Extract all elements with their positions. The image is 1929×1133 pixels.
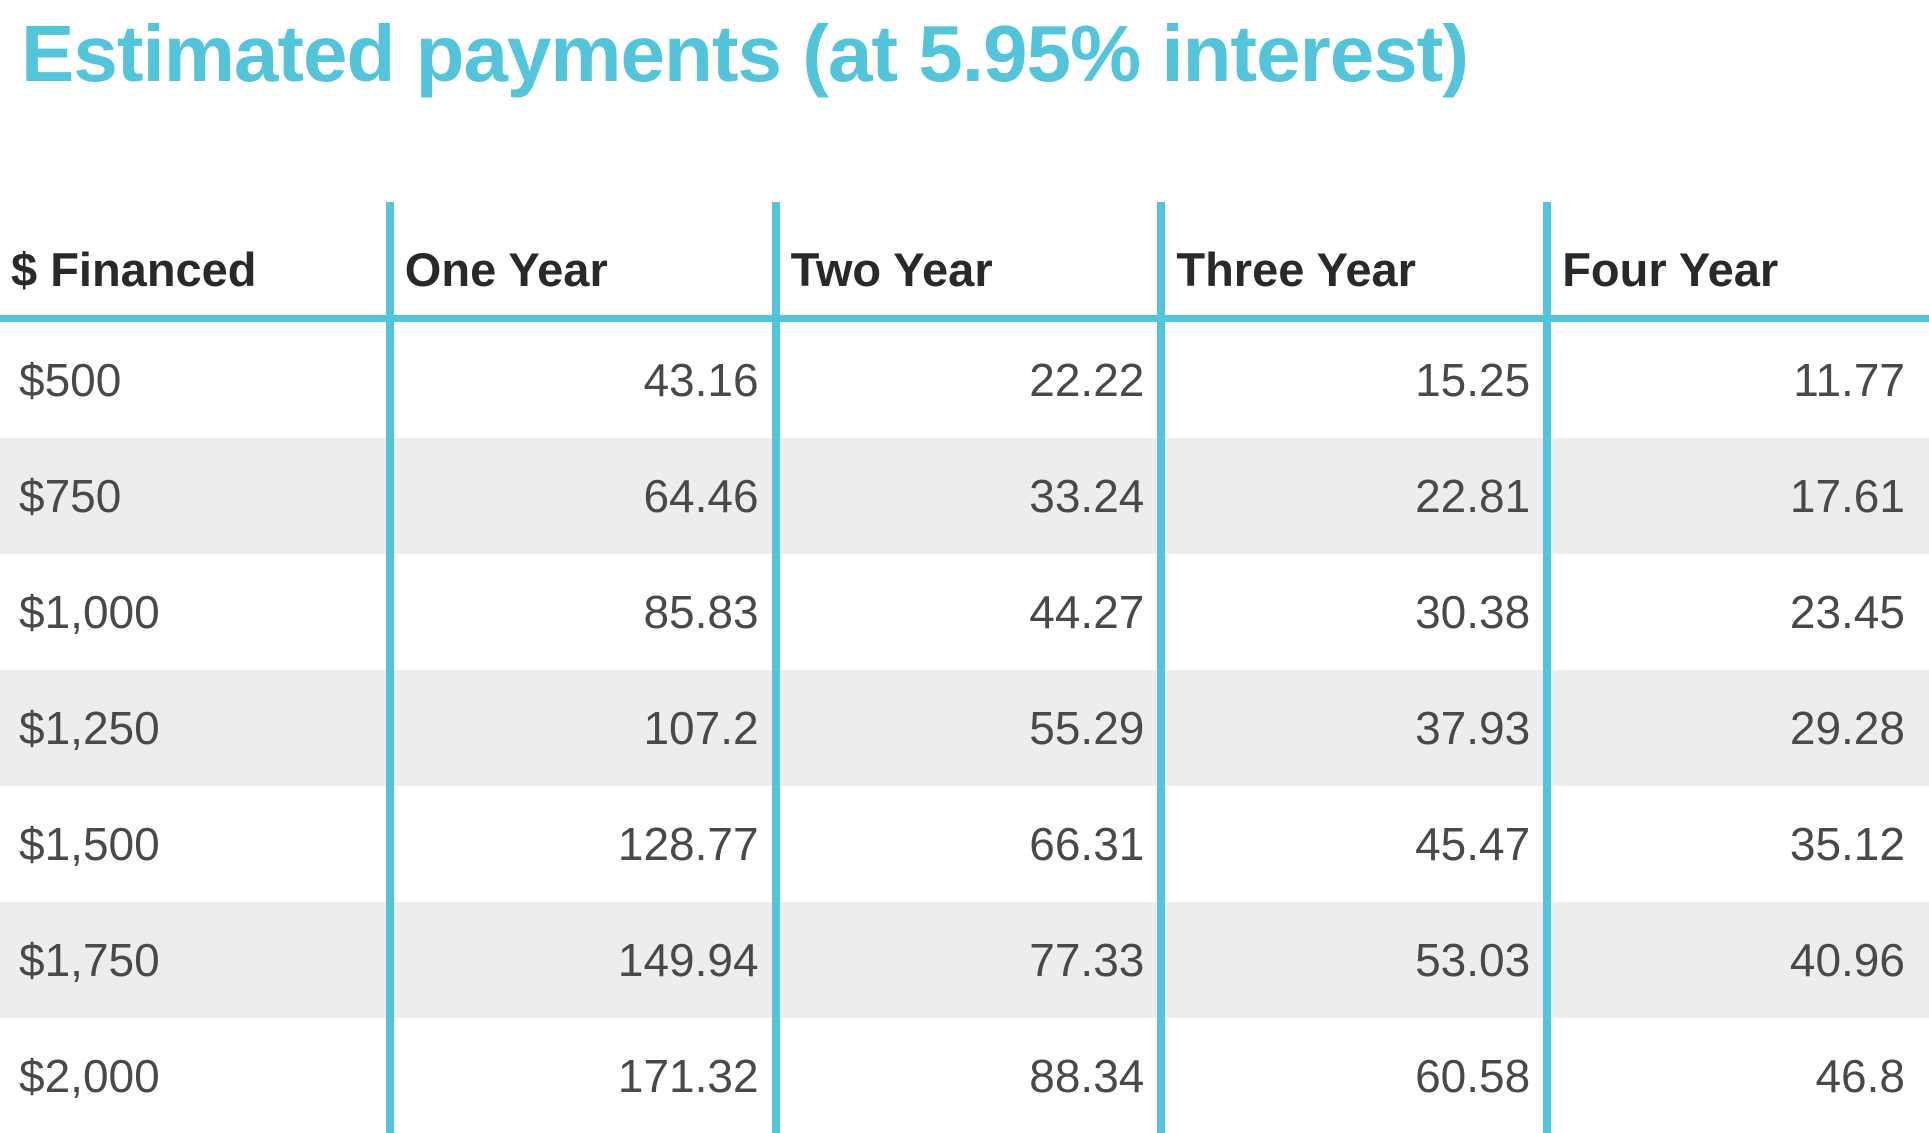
table-cell: 53.03: [1157, 902, 1543, 1018]
table-cell: 64.46: [385, 438, 772, 554]
table-cell-financed: $2,000: [19, 1050, 160, 1102]
table-cell: 33.24: [771, 438, 1158, 554]
table-cell: 171.32: [385, 1018, 772, 1133]
table-cell-financed: $1,000: [19, 586, 160, 638]
table-cell: 107.2: [385, 670, 772, 786]
table-cell: 11.77: [1543, 322, 1929, 438]
table-cell: 17.61: [1543, 438, 1929, 554]
table-cell: 22.81: [1157, 438, 1543, 554]
column-header-three-year: Three Year: [1157, 202, 1543, 315]
table-row: $1,250 107.2 55.29 37.93 29.28: [0, 670, 1929, 786]
table-cell-financed: $500: [19, 354, 122, 406]
table-row: $1,750 149.94 77.33 53.03 40.96: [0, 902, 1929, 1018]
page-title: Estimated payments (at 5.95% interest): [21, 9, 1469, 98]
column-header-one-year: One Year: [385, 202, 772, 315]
table-cell: 23.45: [1543, 554, 1929, 670]
table-cell: 45.47: [1157, 786, 1543, 902]
table-cell: 30.38: [1157, 554, 1543, 670]
table-row: $2,000 171.32 88.34 60.58 46.8: [0, 1018, 1929, 1133]
column-header-two-year: Two Year: [771, 202, 1158, 315]
payments-table: $ Financed One Year Two Year Three Year …: [0, 202, 1929, 1133]
table-cell: 22.22: [771, 322, 1158, 438]
table-cell: 46.8: [1543, 1018, 1929, 1133]
table-cell: 44.27: [771, 554, 1158, 670]
table-row: $750 64.46 33.24 22.81 17.61: [0, 438, 1929, 554]
table-cell: 37.93: [1157, 670, 1543, 786]
table-cell: 77.33: [771, 902, 1158, 1018]
table-cell-financed: $1,500: [19, 818, 160, 870]
table-cell: 15.25: [1157, 322, 1543, 438]
table-cell: 149.94: [385, 902, 772, 1018]
table-cell-financed: $1,250: [19, 702, 160, 754]
table-cell-financed: $1,750: [19, 934, 160, 986]
table-cell: 66.31: [771, 786, 1158, 902]
table-row: $500 43.16 22.22 15.25 11.77: [0, 322, 1929, 438]
column-header-four-year: Four Year: [1543, 202, 1929, 315]
table-cell: 60.58: [1157, 1018, 1543, 1133]
column-header-financed: $ Financed: [11, 243, 257, 296]
table-cell: 128.77: [385, 786, 772, 902]
table-cell-financed: $750: [19, 470, 122, 522]
table-cell: 85.83: [385, 554, 772, 670]
table-cell: 43.16: [385, 322, 772, 438]
table-row: $1,000 85.83 44.27 30.38 23.45: [0, 554, 1929, 670]
table-cell: 55.29: [771, 670, 1158, 786]
table-cell: 35.12: [1543, 786, 1929, 902]
table-cell: 88.34: [771, 1018, 1158, 1133]
table-row: $1,500 128.77 66.31 45.47 35.12: [0, 786, 1929, 902]
table-cell: 29.28: [1543, 670, 1929, 786]
table-header-row: $ Financed One Year Two Year Three Year …: [0, 202, 1929, 322]
table-cell: 40.96: [1543, 902, 1929, 1018]
